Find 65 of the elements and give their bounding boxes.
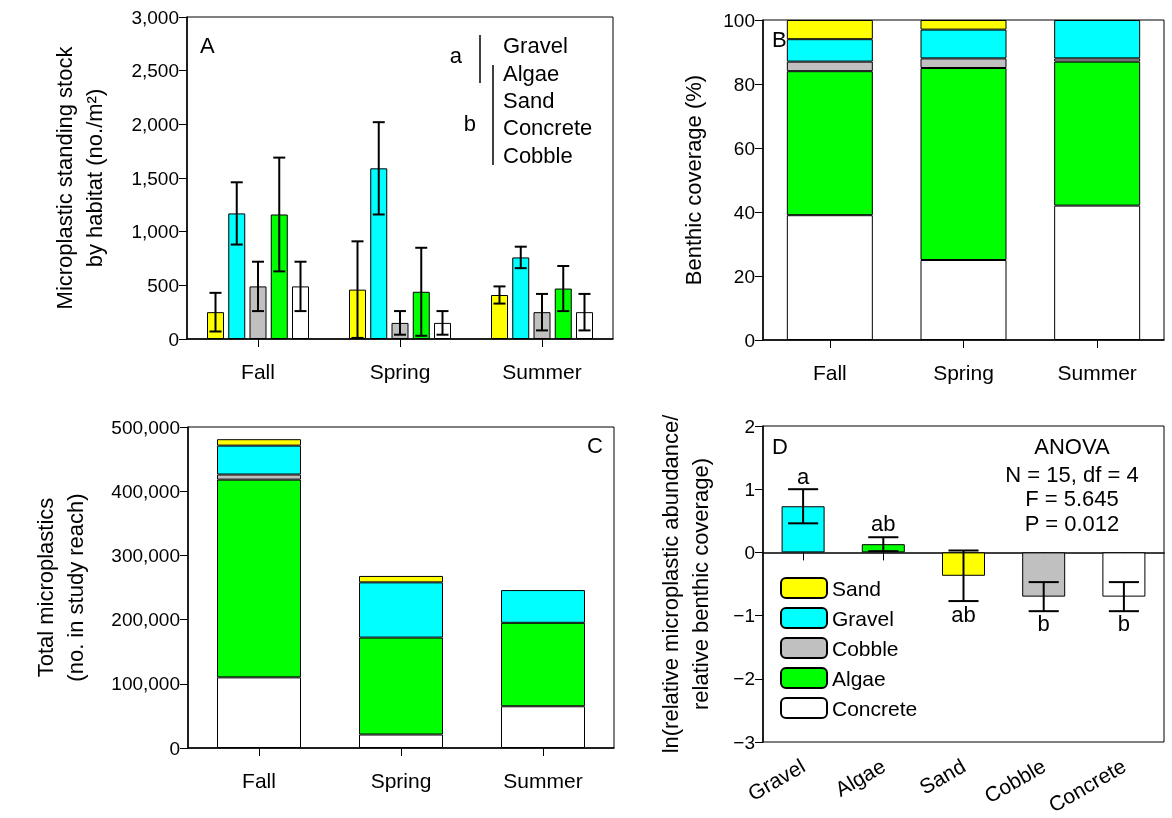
y-tick-label: −3 xyxy=(733,731,755,753)
annotation: Sand xyxy=(503,87,555,113)
annotation: Gravel xyxy=(503,32,568,58)
y-axis-title: ln(relative microplastic abundance/ relative benthic coverage) xyxy=(657,413,713,754)
annotation: a xyxy=(449,42,463,68)
y-tick-label: 0 xyxy=(744,329,755,351)
annotation: D xyxy=(772,433,788,459)
x-tick-label: Fall xyxy=(242,769,276,792)
annotation: b xyxy=(1117,610,1131,636)
legend-label: Sand xyxy=(832,576,882,600)
x-tick-label: Spring xyxy=(933,361,994,384)
y-axis-title: Microplastic standing stock by habitat (no./m²) xyxy=(51,45,107,310)
x-tick-label: Fall xyxy=(241,360,275,383)
annotation: ab xyxy=(871,511,896,537)
y-axis-title: Benthic coverage (%) xyxy=(680,74,706,286)
annotation: Concrete xyxy=(503,114,593,140)
x-tick-label: Summer xyxy=(503,769,583,792)
annotation: ANOVA xyxy=(1034,433,1111,459)
y-tick-label: 0 xyxy=(169,737,180,759)
annotation: C xyxy=(587,432,604,458)
annotation: ab xyxy=(951,601,976,627)
y-tick-label: 60 xyxy=(733,137,755,159)
y-tick-label: 100,000 xyxy=(111,673,180,695)
annotation: P = 0.012 xyxy=(1024,510,1120,536)
y-tick-label: 2 xyxy=(744,415,755,437)
x-tick-label: Fall xyxy=(812,361,847,384)
legend-label: Gravel xyxy=(832,606,894,630)
y-tick-label: 1,000 xyxy=(131,221,179,243)
y-tick-label: 2,500 xyxy=(131,60,179,82)
annotation: Cobble xyxy=(503,142,573,168)
y-tick-label: 0 xyxy=(744,541,755,563)
y-tick-label: 20 xyxy=(733,265,755,287)
annotation: A xyxy=(200,32,215,58)
x-tick-label: Spring xyxy=(369,360,431,383)
x-tick-label: Algae xyxy=(831,754,890,801)
y-tick-label: −1 xyxy=(733,605,755,627)
x-tick-label: Sand xyxy=(915,754,970,799)
y-tick-label: 500 xyxy=(147,274,179,296)
y-tick-label: 80 xyxy=(733,73,755,95)
y-tick-label: 400,000 xyxy=(111,480,180,502)
annotation: B xyxy=(772,26,787,52)
y-tick-label: 40 xyxy=(733,201,755,223)
x-tick-label: Summer xyxy=(1057,361,1137,384)
legend-label: Cobble xyxy=(832,636,899,660)
y-tick-label: 0 xyxy=(168,328,179,350)
x-tick-label: Spring xyxy=(370,769,432,792)
y-axis-title: Total microplastics (no. in study reach) xyxy=(32,493,88,682)
y-tick-label: 3,000 xyxy=(131,6,179,28)
y-tick-label: 100 xyxy=(723,9,755,31)
annotation: b xyxy=(1037,610,1050,636)
legend-label: Concrete xyxy=(832,696,918,720)
annotation: F = 5.645 xyxy=(1025,485,1119,511)
annotation: b xyxy=(463,110,476,136)
y-tick-label: 500,000 xyxy=(111,416,180,438)
annotation: N = 15, df = 4 xyxy=(1005,461,1139,487)
y-tick-label: 200,000 xyxy=(111,609,180,631)
x-tick-label: Summer xyxy=(502,360,582,383)
y-tick-label: 1 xyxy=(744,478,755,500)
annotation: a xyxy=(796,464,810,490)
annotation: Algae xyxy=(503,60,560,86)
y-tick-label: 1,500 xyxy=(131,167,179,189)
y-tick-label: 2,000 xyxy=(131,113,179,135)
y-tick-label: −2 xyxy=(733,668,755,690)
y-tick-label: 300,000 xyxy=(111,544,180,566)
legend-label: Algae xyxy=(832,666,886,690)
